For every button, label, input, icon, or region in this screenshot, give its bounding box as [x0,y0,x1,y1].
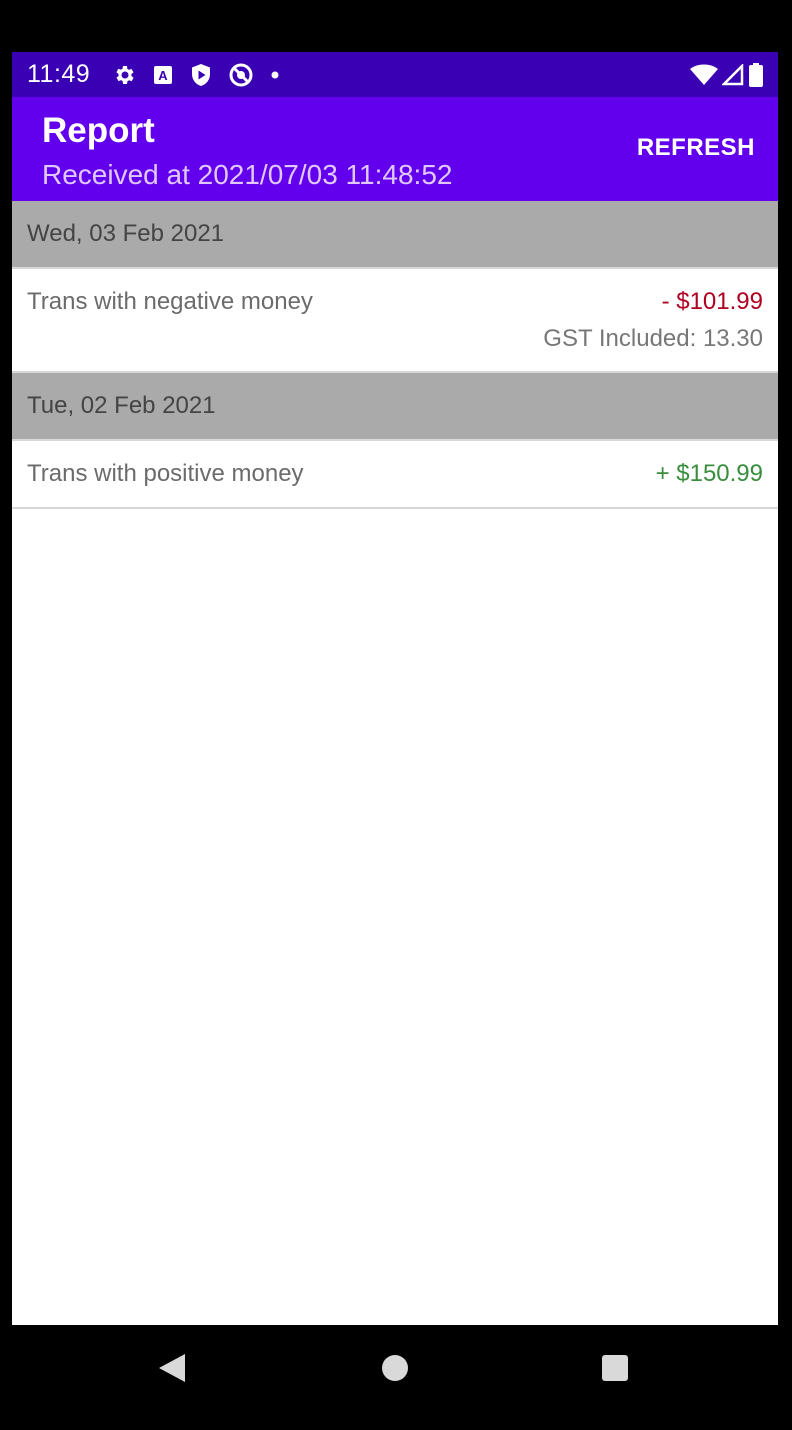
page-title: Report [42,111,155,150]
signal-icon [722,63,744,86]
section-header: Tue, 02 Feb 2021 [12,373,778,441]
recents-icon [600,1353,630,1388]
transaction-label: Trans with positive money [27,460,304,487]
list-item[interactable]: Trans with positive money + $150.99 [12,441,778,509]
page-subtitle: Received at 2021/07/03 11:48:52 [42,159,453,190]
refresh-button[interactable]: REFRESH [636,134,755,161]
back-icon [157,1352,187,1389]
app-bar: Report Received at 2021/07/03 11:48:52 R… [12,97,778,201]
battery-icon [748,62,764,88]
svg-text:A: A [159,68,169,83]
settings-icon [112,63,136,87]
app-screen: 11:49 A [12,52,778,1325]
list-item[interactable]: Trans with negative money - $101.99 GST … [12,269,778,373]
gst-info: GST Included: 13.30 [543,325,763,352]
navigation-bar [0,1325,792,1430]
section-header: Wed, 03 Feb 2021 [12,201,778,269]
transaction-list: Wed, 03 Feb 2021 Trans with negative mon… [12,201,778,509]
back-button[interactable] [132,1325,212,1415]
dot-icon [270,70,280,80]
status-time: 11:49 [27,60,91,88]
recents-button[interactable] [575,1325,655,1415]
status-icons-left: A [112,62,280,88]
status-bar: 11:49 A [12,52,778,97]
home-button[interactable] [355,1325,435,1415]
status-icons-right [690,52,764,97]
home-icon [380,1353,410,1388]
wifi-icon [690,64,718,86]
transaction-amount: - $101.99 [661,288,763,315]
transaction-amount: + $150.99 [655,460,763,487]
transaction-label: Trans with negative money [27,288,313,315]
no-location-icon [228,62,254,88]
a-box-icon: A [152,64,174,86]
shield-play-icon [190,63,212,87]
